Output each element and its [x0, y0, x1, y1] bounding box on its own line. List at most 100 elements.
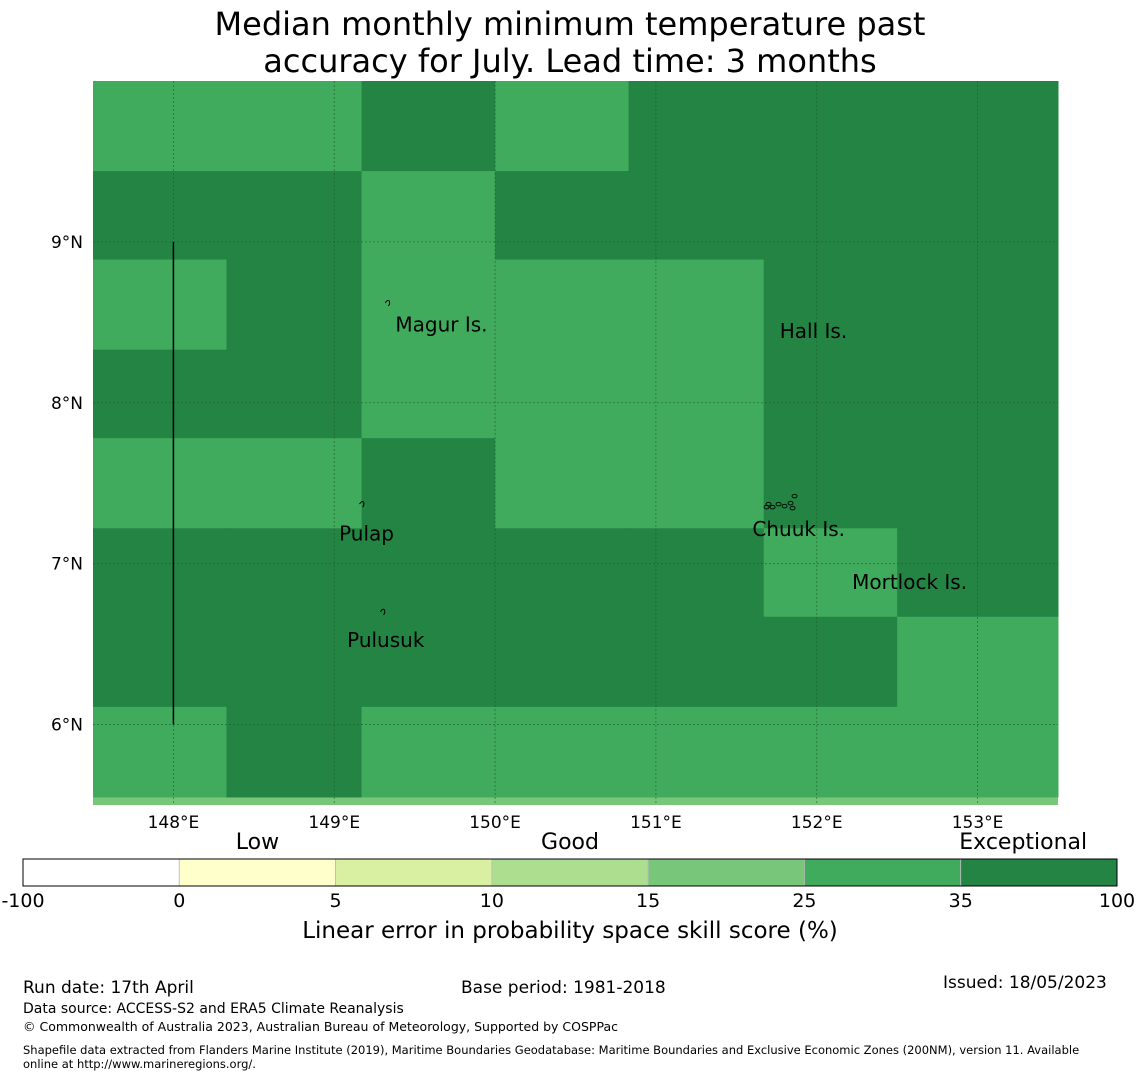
- island-outline: [787, 500, 794, 506]
- grid-cell: [495, 171, 630, 261]
- grid-cell: [763, 81, 898, 172]
- island-outline: [763, 504, 770, 510]
- grid-cell: [226, 171, 363, 261]
- colorbar-swatch: [804, 858, 962, 887]
- grid-cell: [93, 528, 227, 618]
- skill-map: 148°E 149°E 150°E 151°E 152°E 153°E 9°N 8°N 7°N 6…: [51, 81, 1059, 830]
- grid-cell: [226, 259, 363, 351]
- shapefile-credit-line-2: online at http://www.marineregions.org/.: [23, 1057, 256, 1071]
- shapefile-credit-line-1: Shapefile data extracted from Flanders M…: [23, 1043, 1080, 1057]
- lon-tick-label: 148°E: [148, 813, 200, 830]
- colorbar-swatch: [491, 858, 649, 887]
- copyright-notice: © Commonwealth of Australia 2023, Austra…: [23, 1019, 618, 1034]
- place-label: Chuuk Is.: [752, 517, 845, 541]
- lat-tick-label: 7°N: [51, 555, 83, 575]
- colorbar-category-label: Good: [541, 830, 599, 855]
- grid-cell: [495, 438, 630, 529]
- colorbar-swatch: [22, 858, 180, 887]
- grid-cell: [495, 706, 630, 798]
- grid-cell: [763, 259, 898, 351]
- lon-tick-label: 149°E: [308, 813, 360, 830]
- island-outline: [384, 299, 391, 307]
- place-label: Hall Is.: [780, 319, 847, 343]
- base-period: Base period: 1981-2018: [461, 978, 666, 998]
- colorbar-category-label: Exceptional: [959, 830, 1088, 855]
- grid-cell: [763, 438, 898, 529]
- grid-cell: [226, 81, 363, 172]
- grid-cell: [226, 349, 363, 439]
- grid-cell: [93, 171, 227, 261]
- colorbar-category-label: Low: [235, 830, 280, 855]
- colorbar-swatch: [178, 858, 336, 887]
- grid-cell: [361, 528, 496, 618]
- island-outline: [781, 503, 788, 509]
- grid-cell: [226, 438, 363, 529]
- colorbar-tick-label: 5: [329, 890, 342, 912]
- grid-cell: [763, 528, 898, 618]
- grid-cell: [226, 528, 363, 618]
- data-source: Data source: ACCESS-S2 and ERA5 Climate …: [23, 1001, 404, 1017]
- issued-date: Issued: 18/05/2023: [943, 973, 1107, 993]
- grid-cell: [495, 349, 630, 439]
- grid-cell: [628, 528, 765, 618]
- place-label: Mortlock Is.: [852, 570, 967, 594]
- grid-cell: [495, 616, 630, 708]
- grid-cell: [361, 706, 496, 798]
- lon-tick-label: 152°E: [791, 813, 843, 830]
- island-outline: [789, 505, 796, 511]
- grid-cell: [628, 616, 765, 708]
- grid-cell: [628, 171, 765, 261]
- island-outline: [769, 504, 776, 510]
- grid-cell: [226, 706, 363, 798]
- grid-cell: [763, 349, 898, 439]
- grid-cell: [93, 259, 227, 351]
- grid-cell: [763, 171, 898, 261]
- grid-cell: [93, 706, 227, 798]
- grid-cell: [628, 438, 765, 529]
- grid-cell: [93, 616, 227, 708]
- colorbar-tick-label: -100: [1, 890, 45, 912]
- colorbar-tick-label: 100: [1098, 890, 1136, 912]
- grid-cell: [93, 81, 227, 172]
- grid-cell: [361, 349, 496, 439]
- island-outline: [775, 501, 782, 507]
- colorbar-swatch: [335, 858, 493, 887]
- colorbar-swatch: [960, 858, 1118, 887]
- grid-cell: [226, 616, 363, 708]
- grid-cell: [361, 171, 496, 261]
- grid-cell: [628, 349, 765, 439]
- grid-cell: [897, 706, 1059, 798]
- grid-cell: [495, 528, 630, 618]
- lon-tick-label: 153°E: [952, 813, 1004, 830]
- title-line-1: Median monthly minimum temperature past: [214, 5, 926, 43]
- grid-cell: [93, 438, 227, 529]
- colorbar-tick-label: 35: [948, 890, 973, 912]
- colorbar-tick-label: 25: [792, 890, 817, 912]
- island-outline: [380, 608, 386, 616]
- grid-cell: [897, 438, 1059, 529]
- run-date: Run date: 17th April: [23, 978, 194, 998]
- grid-cell: [361, 438, 496, 529]
- colorbar-tick-label: 0: [173, 890, 186, 912]
- lat-tick-label: 9°N: [51, 233, 83, 253]
- grid-cell: [495, 259, 630, 351]
- grid-cell: [763, 616, 898, 708]
- colorbar-swatch: [647, 858, 805, 887]
- grid-cell: [361, 616, 496, 708]
- place-label: Pulap: [339, 522, 394, 546]
- colorbar-label: Linear error in probability space skill …: [302, 918, 838, 944]
- colorbar-frame: [22, 858, 1118, 887]
- grid-cell: [361, 81, 496, 172]
- place-label: Pulusuk: [347, 628, 425, 652]
- grid-cell: [628, 259, 765, 351]
- grid-cell: [763, 706, 898, 798]
- lon-tick-label: 151°E: [630, 813, 682, 830]
- grid-cell: [361, 259, 496, 351]
- colorbar-tick-label: 15: [636, 890, 661, 912]
- lat-tick-label: 8°N: [51, 394, 83, 414]
- lat-tick-label: 6°N: [51, 716, 83, 736]
- grid-cell: [628, 81, 765, 172]
- title-line-2: accuracy for July. Lead time: 3 months: [263, 42, 877, 80]
- grid-cell: [495, 81, 630, 172]
- map-title: Median monthly minimum temperature past …: [0, 6, 1140, 80]
